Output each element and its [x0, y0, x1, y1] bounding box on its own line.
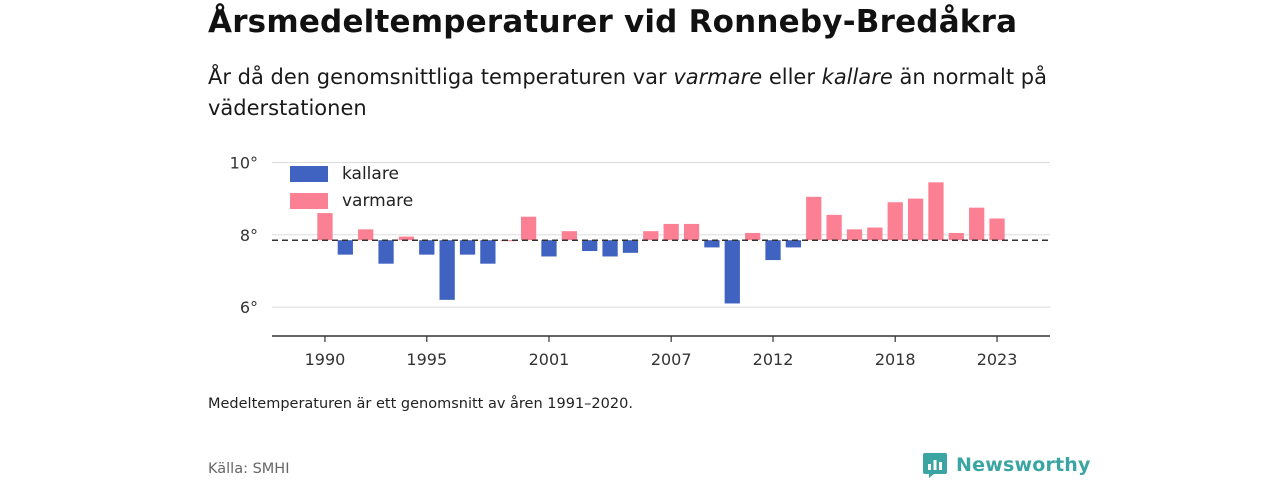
bars — [317, 182, 1005, 304]
y-tick-label: 10° — [230, 153, 258, 172]
newsworthy-logo-text: Newsworthy — [956, 454, 1091, 476]
x-axis-ticks: 1990 1995 2001 2007 2012 2018 2023 — [305, 336, 1018, 369]
chart-note: Medeltemperaturen är ett genomsnitt av å… — [208, 396, 633, 412]
bar-2006 — [643, 231, 659, 241]
bar-2022 — [969, 207, 985, 241]
bar-2001 — [541, 240, 557, 257]
subtitle-warm-word: varmare — [673, 65, 763, 89]
newsworthy-logo-icon — [923, 453, 947, 478]
x-tick-label: 2001 — [529, 350, 570, 369]
bar-2008 — [683, 223, 700, 241]
legend-swatch-colder — [290, 166, 328, 182]
legend-label-colder: kallare — [342, 164, 399, 184]
x-tick-label: 2018 — [875, 350, 916, 369]
x-tick-label: 1990 — [305, 350, 346, 369]
bar-1992 — [358, 229, 374, 241]
bar-2011 — [745, 232, 761, 241]
chart-subtitle: År då den genomsnittliga temperaturen va… — [208, 62, 1068, 124]
bar-1994 — [398, 236, 415, 241]
x-tick-label: 1995 — [406, 350, 447, 369]
chart-title: Årsmedeltemperaturer vid Ronneby-Bredåkr… — [208, 4, 1018, 40]
bar-2010 — [724, 240, 740, 304]
bar-1990 — [317, 213, 333, 241]
bar-2004 — [602, 240, 618, 257]
bar-2005 — [622, 240, 639, 253]
y-axis-ticks: 6° 8° 10° — [230, 153, 258, 317]
bar-2000 — [520, 216, 537, 241]
bar-2019 — [907, 198, 924, 241]
newsworthy-logo[interactable]: Newsworthy — [922, 451, 1091, 479]
bar-2021 — [948, 232, 964, 241]
bar-1993 — [378, 240, 394, 264]
y-tick-label: 8° — [240, 226, 258, 245]
bar-2009 — [704, 240, 720, 248]
bar-2015 — [826, 214, 842, 241]
legend-swatch-warmer — [290, 193, 328, 209]
subtitle-text-1: År då den genomsnittliga temperaturen va… — [208, 65, 674, 89]
bar-2002 — [561, 231, 577, 241]
bar-1997 — [459, 240, 476, 255]
bar-2014 — [806, 196, 822, 241]
bar-2018 — [887, 202, 903, 241]
subtitle-cold-word: kallare — [821, 65, 893, 89]
source-label: Källa: SMHI — [208, 461, 290, 477]
bar-1995 — [419, 240, 435, 255]
legend-label-warmer: varmare — [342, 191, 413, 211]
bar-1996 — [439, 240, 455, 300]
bar-1991 — [337, 240, 353, 255]
x-tick-label: 2007 — [651, 350, 692, 369]
bar-2020 — [928, 182, 944, 241]
y-tick-label: 6° — [240, 298, 258, 317]
legend: kallare varmare — [290, 164, 413, 211]
bar-2013 — [785, 240, 802, 248]
bar-2017 — [867, 227, 883, 241]
subtitle-text-2: eller — [762, 65, 822, 89]
x-tick-label: 2012 — [753, 350, 794, 369]
bar-1998 — [480, 240, 496, 264]
bar-2003 — [582, 240, 598, 252]
bar-2016 — [846, 229, 863, 241]
x-tick-label: 2023 — [977, 350, 1018, 369]
bar-1999 — [500, 240, 516, 242]
bar-2023 — [989, 218, 1005, 241]
subtitle-text-3: än normalt på väderstationen — [208, 65, 1047, 120]
bar-2007 — [663, 223, 679, 241]
bar-2012 — [765, 240, 781, 261]
temperature-bar-chart: 6° 8° 10° 1990 1995 2001 2007 2012 2018 2023 kal… — [230, 153, 1050, 369]
